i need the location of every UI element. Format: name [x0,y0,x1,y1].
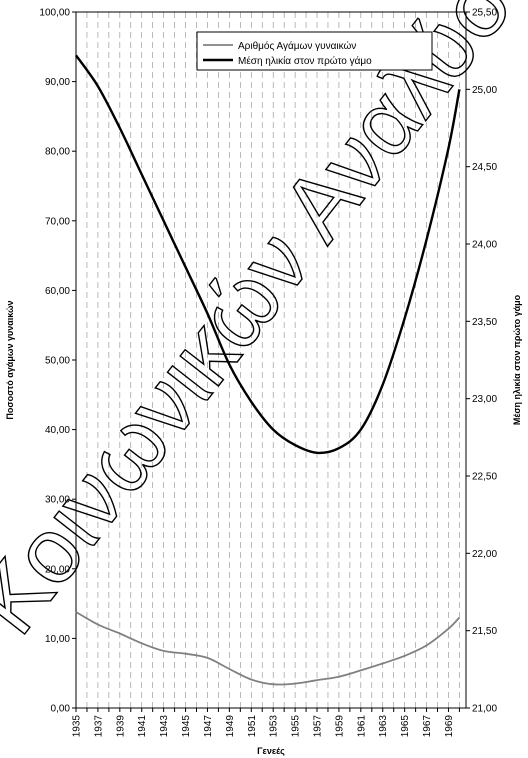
x-tick-label: 1947 [203,715,214,738]
y-tick-label: 70,00 [45,216,70,227]
y-tick-label: 60,00 [45,286,70,297]
x-tick-label: 1939 [115,715,126,738]
x-tick-label: 1935 [72,715,83,738]
x-tick-label: 1945 [181,715,192,738]
x-tick-label: 1961 [356,715,367,738]
x-tick-label: 1941 [137,715,148,738]
x-tick-label: 1955 [291,715,302,738]
x-tick-label: 1959 [334,715,345,738]
vertical-gridlines [86,12,460,708]
y2-tick-label: 24,50 [472,162,497,173]
legend-label-unmarried-women: Αριθμός Αγάμων γυναικών [238,40,356,52]
x-tick-label: 1957 [313,715,324,738]
x-tick-label: 1937 [93,715,104,738]
y-tick-label: 10,00 [45,634,70,645]
y-axis-right: 21,00 21,50 22,00 22,50 23,00 23,50 24,00 24,50… [466,8,497,715]
x-tick-label: 1953 [269,715,280,738]
x-tick-label: 1943 [159,715,170,738]
x-axis: 1935 1937 1939 1941 1943 1945 1947 1949 1951 1953… [72,708,460,737]
legend-box [196,31,433,71]
y-tick-label: 40,00 [45,425,70,436]
y-axis-right-title: Μέση ηλικία στον πρώτο γάμο [512,294,522,425]
y-tick-label: 50,00 [45,356,70,367]
y2-tick-label: 25,00 [472,85,497,96]
y2-tick-label: 22,00 [472,549,497,560]
x-tick-label: 1951 [247,715,258,738]
x-tick-label: 1949 [225,715,236,738]
y-axis-left: 0,00 10,00 20,00 30,00 40,00 50,00 60,00 70,00 8… [39,8,76,715]
y-tick-label: 30,00 [45,495,70,506]
series-line-mean-age-first-marriage [75,54,461,455]
y-axis-left-title: Ποσοστό αγάμων γυναικών [5,300,15,419]
x-axis-title: Γενεές [257,746,285,756]
legend-label-mean-age-first-marriage: Μέση ηλικία στον πρώτο γάμο [238,55,372,67]
x-tick-label: 1963 [378,715,389,738]
y2-tick-label: 21,50 [472,626,497,637]
series-line-unmarried-women [75,611,461,686]
x-tick-label: 1969 [444,715,455,738]
y-tick-label: 80,00 [45,147,70,158]
y-tick-label: 0,00 [51,704,71,715]
y2-tick-label: 21,00 [472,704,497,715]
y-tick-label: 100,00 [39,8,70,19]
y2-tick-label: 24,00 [472,240,497,251]
x-tick-label: 1967 [422,715,433,738]
y2-tick-label: 23,50 [472,317,497,328]
y2-tick-label: 22,50 [472,472,497,483]
y2-tick-label: 25,50 [472,8,497,19]
y-tick-label: 20,00 [45,564,70,575]
y2-tick-label: 23,00 [472,394,497,405]
watermark: Κοινωνικών Αναλύσεων [0,0,528,653]
y-tick-label: 90,00 [45,77,70,88]
x-tick-label: 1965 [400,715,411,738]
legend: Αριθμός Αγάμων γυναικών Μέση ηλικία στον… [196,31,433,71]
